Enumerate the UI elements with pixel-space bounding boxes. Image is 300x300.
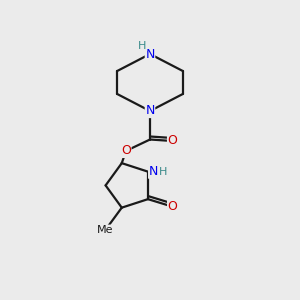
Text: N: N: [148, 165, 158, 178]
Text: O: O: [168, 134, 177, 148]
Text: O: O: [168, 200, 178, 213]
Text: N: N: [145, 47, 155, 61]
Text: O: O: [121, 144, 131, 158]
Text: N: N: [145, 104, 155, 118]
Text: H: H: [159, 167, 167, 177]
Text: H: H: [138, 40, 147, 51]
Text: Me: Me: [97, 225, 113, 235]
